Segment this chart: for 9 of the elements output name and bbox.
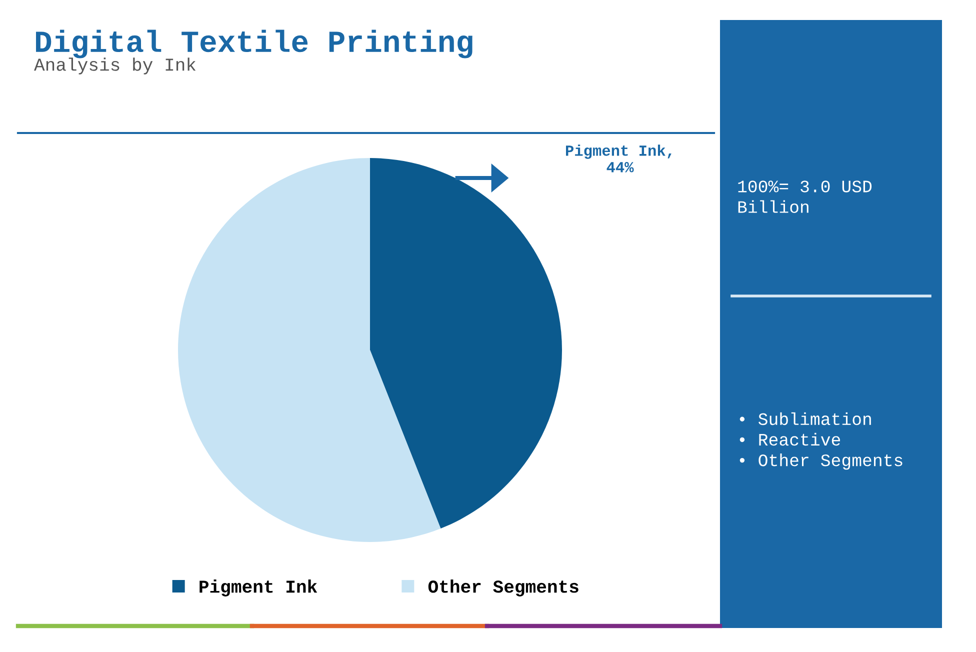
pie-slice — [178, 158, 441, 542]
legend-label: Other Segments — [428, 580, 578, 596]
chart-subtitle: Analysis by Ink — [34, 58, 196, 74]
text: 100%= 3.0 USD Billion — [738, 180, 872, 213]
data-label: Pigment Ink, 44% — [566, 144, 672, 172]
pie-slice — [370, 158, 562, 529]
chart-title: Digital Textile Printing — [36, 30, 472, 58]
legend-label: Pigment Ink — [200, 580, 318, 596]
text: • Sublimation • Reactive • Other Segments — [740, 412, 902, 470]
